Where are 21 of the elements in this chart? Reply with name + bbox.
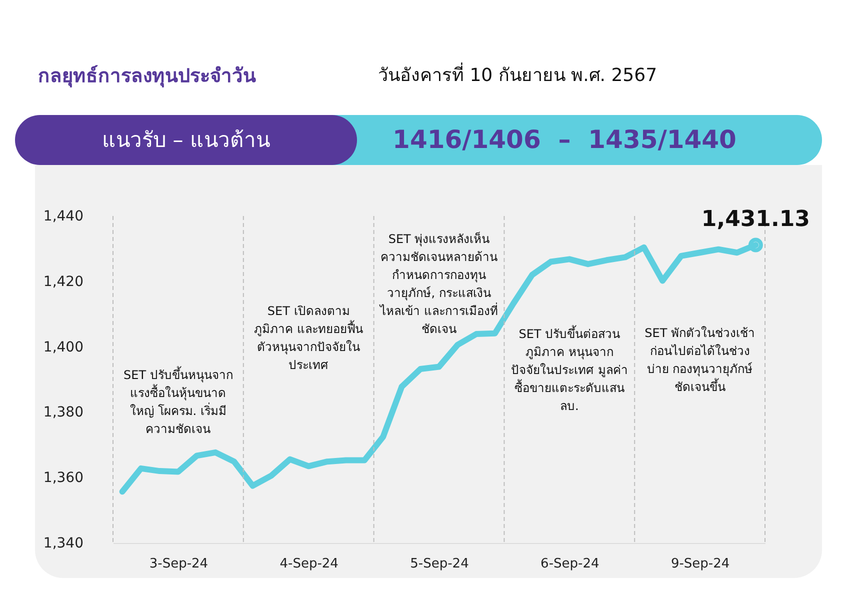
data-label: 1,431.13	[701, 207, 810, 232]
annotation: SET ปรับขึ้นหนุนจาก แรงซื้อในหุ้นขนาด ใหญ่ โผครม. เริ่มมี ความชัดเจน	[124, 366, 233, 436]
annotation: SET ปรับขึ้นต่อสวน ภูมิภาค หนุนจาก ปัจจัยในประเทศ มูลค่า ซื้อขายแตะระดับแสน ลบ.	[510, 325, 628, 413]
y-tick-label: 1,420	[43, 274, 84, 290]
y-tick-label: 1,340	[43, 536, 84, 552]
y-tick-label: 1,380	[43, 404, 84, 421]
x-tick-label: 9-Sep-24	[670, 556, 730, 572]
x-tick-label: 5-Sep-24	[410, 556, 469, 572]
annotation: SET พักตัวในช่วงเช้า ก่อนไปต่อได้ในช่วง บ่าย กองทุนวายุภักษ์ ชัดเจนขึ้น	[644, 326, 755, 394]
y-tick-label: 1,400	[43, 339, 84, 356]
x-tick-label: 4-Sep-24	[280, 556, 338, 572]
chart-subtitle: วันอังคารที่ 10 กันยายน พ.ศ. 2567	[378, 62, 658, 88]
annotation: SET พุ่งแรงหลังเห็น ความชัดเจนหลายด้าน กำหนดการกองทุน วายุภักษ์, กระแสเงิน ไหลเข้า และการเมืองที่ ชัดเจน	[379, 231, 498, 336]
x-tick-label: 3-Sep-24	[149, 556, 208, 572]
text: แนวรับ – แนวต้าน	[15, 115, 357, 165]
x-tick-label: 6-Sep-24	[540, 556, 600, 572]
chart-title: กลยุทธ์การลงทุนประจำวัน	[38, 64, 256, 90]
y-tick-label: 1,440	[43, 208, 84, 224]
text: 1416/1406 – 1435/1440	[392, 124, 738, 156]
annotation: SET เปิดลงตาม ภูมิภาค และทยอยฟื้น ตัวหนุนจากปัจจัยใน ประเทศ	[254, 304, 364, 372]
y-tick-label: 1,360	[43, 470, 84, 486]
